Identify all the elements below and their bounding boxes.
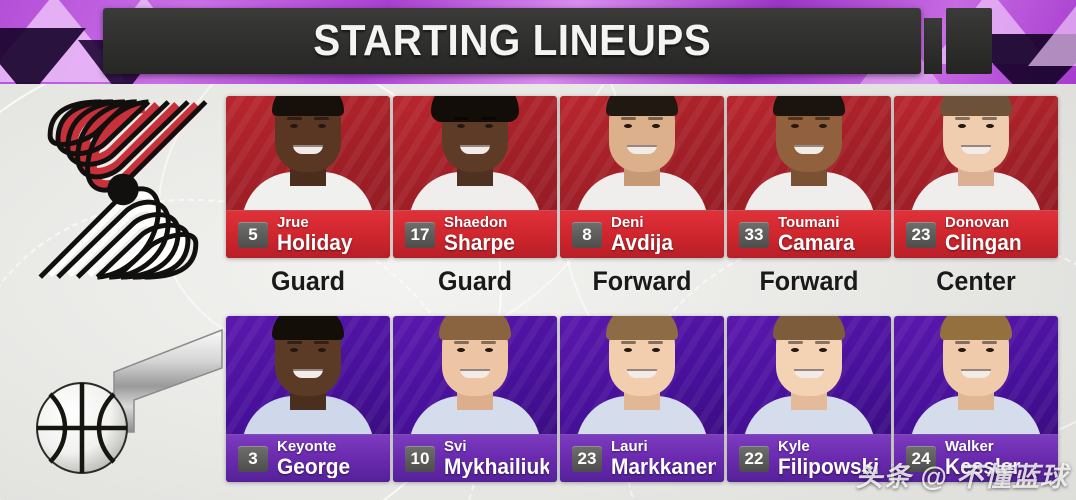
- jazz-logo: [22, 306, 228, 484]
- trail-blazers-logo: [22, 92, 220, 284]
- player-name: Svi Mykhailiuk: [444, 439, 549, 478]
- player-card[interactable]: 22 Kyle Filipowski: [727, 316, 891, 482]
- player-number: 23: [572, 445, 602, 472]
- player-name: Lauri Markkanen: [611, 439, 716, 478]
- player-first-name: Toumani: [778, 215, 840, 231]
- player-nameplate: 22 Kyle Filipowski: [727, 434, 891, 482]
- player-name: Donovan Clingan: [945, 215, 1026, 254]
- player-name: Walker Kessler: [945, 439, 1025, 478]
- player-nameplate: 5 Jrue Holiday: [226, 210, 390, 258]
- player-last-name: Avdija: [611, 230, 673, 254]
- player-nameplate: 10 Svi Mykhailiuk: [393, 434, 557, 482]
- bg-triangle: [0, 28, 86, 84]
- player-card[interactable]: 24 Walker Kessler: [894, 316, 1058, 482]
- player-first-name: Deni: [611, 215, 644, 231]
- player-card[interactable]: 5 Jrue Holiday: [226, 96, 390, 258]
- player-last-name: Kessler: [945, 454, 1021, 478]
- position-label: Forward: [592, 266, 692, 296]
- position-label: Center: [936, 266, 1016, 296]
- player-last-name: Markkanen: [611, 454, 716, 478]
- player-number: 22: [739, 445, 769, 472]
- player-first-name: Jrue: [277, 215, 309, 231]
- player-headshot: [560, 96, 724, 224]
- player-headshot: [226, 96, 390, 224]
- player-number: 8: [572, 221, 602, 248]
- player-headshot: [393, 96, 557, 224]
- banner-step-edge: [924, 18, 942, 74]
- player-last-name: Filipowski: [778, 454, 880, 478]
- player-name: Toumani Camara: [778, 215, 859, 254]
- player-nameplate: 24 Walker Kessler: [894, 434, 1058, 482]
- player-last-name: George: [277, 454, 351, 478]
- player-card[interactable]: 10 Svi Mykhailiuk: [393, 316, 557, 482]
- player-card[interactable]: 33 Toumani Camara: [727, 96, 891, 258]
- bg-triangle: [1028, 6, 1076, 66]
- player-headshot: [727, 96, 891, 224]
- player-name: Keyonte George: [277, 439, 354, 478]
- player-number: 3: [238, 445, 268, 472]
- player-number: 23: [906, 221, 936, 248]
- player-name: Deni Avdija: [611, 215, 676, 254]
- player-first-name: Lauri: [611, 439, 648, 455]
- lineup-row-jazz: 3 Keyonte George 10 Svi: [226, 316, 1066, 482]
- player-last-name: Camara: [778, 230, 855, 254]
- channel-watermark: 头条 @ 不懂蓝球: [855, 462, 1068, 492]
- player-number: 17: [405, 221, 435, 248]
- player-headshot: [393, 316, 557, 448]
- player-headshot: [727, 316, 891, 448]
- player-card[interactable]: 3 Keyonte George: [226, 316, 390, 482]
- player-last-name: Clingan: [945, 230, 1022, 254]
- player-first-name: Walker: [945, 439, 994, 455]
- player-headshot: [226, 316, 390, 448]
- player-headshot: [560, 316, 724, 448]
- player-last-name: Holiday: [277, 230, 353, 254]
- player-card[interactable]: 17 Shaedon Sharpe: [393, 96, 557, 258]
- player-nameplate: 23 Donovan Clingan: [894, 210, 1058, 258]
- player-card[interactable]: 8 Deni Avdija: [560, 96, 724, 258]
- position-row: Guard Guard Forward Forward Center: [226, 266, 1066, 297]
- player-nameplate: 8 Deni Avdija: [560, 210, 724, 258]
- player-first-name: Shaedon: [444, 215, 508, 231]
- player-nameplate: 17 Shaedon Sharpe: [393, 210, 557, 258]
- player-last-name: Sharpe: [444, 230, 515, 254]
- position-label: Guard: [271, 266, 345, 296]
- trail-blazers-logo-svg: [38, 99, 208, 280]
- player-card[interactable]: 23 Lauri Markkanen: [560, 316, 724, 482]
- lineup-row-trail-blazers: 5 Jrue Holiday 17 Shaedon: [226, 96, 1066, 258]
- player-first-name: Keyonte: [277, 439, 337, 455]
- player-nameplate: 33 Toumani Camara: [727, 210, 891, 258]
- player-last-name: Mykhailiuk: [444, 454, 549, 478]
- player-name: Shaedon Sharpe: [444, 215, 519, 254]
- player-number: 24: [906, 445, 936, 472]
- title-banner: STARTING LINEUPS: [103, 8, 921, 74]
- player-name: Jrue Holiday: [277, 215, 356, 254]
- page-title: STARTING LINEUPS: [313, 16, 711, 65]
- player-headshot: [894, 96, 1058, 224]
- player-nameplate: 3 Keyonte George: [226, 434, 390, 482]
- player-first-name: Kyle: [778, 439, 810, 455]
- banner-end-tab: [946, 8, 992, 74]
- player-number: 5: [238, 221, 268, 248]
- player-card[interactable]: 23 Donovan Clingan: [894, 96, 1058, 258]
- position-label: Forward: [759, 266, 859, 296]
- player-first-name: Donovan: [945, 215, 1010, 231]
- player-number: 10: [405, 445, 435, 472]
- player-name: Kyle Filipowski: [778, 439, 883, 478]
- player-nameplate: 23 Lauri Markkanen: [560, 434, 724, 482]
- position-label: Guard: [438, 266, 512, 296]
- jazz-logo-svg: [36, 328, 223, 474]
- player-first-name: Svi: [444, 439, 467, 455]
- player-headshot: [894, 316, 1058, 448]
- player-number: 33: [739, 221, 769, 248]
